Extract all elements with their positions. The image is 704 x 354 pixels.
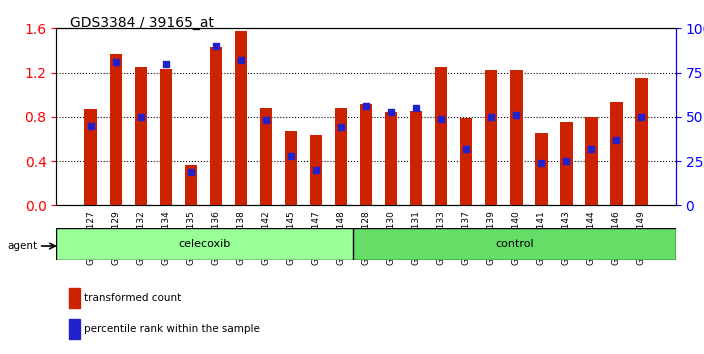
Text: GDS3384 / 39165_at: GDS3384 / 39165_at	[70, 16, 215, 30]
Point	[436, 116, 447, 121]
Point	[185, 169, 196, 175]
Bar	[510, 70, 522, 205]
Bar	[335, 108, 347, 205]
Point	[260, 118, 272, 123]
Text: celecoxib: celecoxib	[178, 239, 231, 249]
Text: percentile rank within the sample: percentile rank within the sample	[84, 324, 260, 334]
Bar	[535, 133, 548, 205]
Bar	[184, 166, 197, 205]
Point	[560, 158, 572, 164]
Point	[460, 146, 472, 152]
Bar	[560, 122, 572, 205]
Bar	[385, 113, 397, 205]
Text: agent: agent	[68, 238, 99, 247]
Bar	[260, 108, 272, 205]
Bar	[110, 54, 122, 205]
FancyBboxPatch shape	[353, 228, 676, 260]
Bar	[234, 30, 247, 205]
Bar	[69, 319, 80, 339]
Point	[210, 43, 222, 49]
Point	[410, 105, 422, 111]
Point	[636, 114, 647, 120]
Bar	[160, 69, 172, 205]
Point	[386, 109, 397, 114]
Text: control: control	[495, 239, 534, 249]
Point	[85, 123, 96, 129]
Point	[360, 103, 372, 109]
Point	[135, 114, 146, 120]
Point	[235, 57, 246, 63]
Point	[161, 61, 172, 67]
Bar	[410, 111, 422, 205]
Point	[510, 112, 522, 118]
Point	[335, 125, 346, 130]
Point	[536, 160, 547, 166]
Point	[285, 153, 296, 159]
Bar	[585, 117, 598, 205]
Point	[586, 146, 597, 152]
Point	[110, 59, 121, 65]
Point	[611, 137, 622, 143]
Bar	[134, 67, 147, 205]
Point	[310, 167, 322, 173]
FancyBboxPatch shape	[56, 228, 353, 260]
Text: agent: agent	[7, 241, 37, 251]
Bar	[69, 288, 80, 308]
Text: transformed count: transformed count	[84, 293, 182, 303]
Bar	[485, 70, 498, 205]
Bar	[210, 47, 222, 205]
Bar	[435, 67, 448, 205]
Point	[486, 114, 497, 120]
Bar	[84, 109, 97, 205]
Bar	[460, 118, 472, 205]
Bar	[635, 78, 648, 205]
Bar	[310, 135, 322, 205]
Bar	[284, 131, 297, 205]
Bar	[360, 104, 372, 205]
Bar	[610, 102, 622, 205]
